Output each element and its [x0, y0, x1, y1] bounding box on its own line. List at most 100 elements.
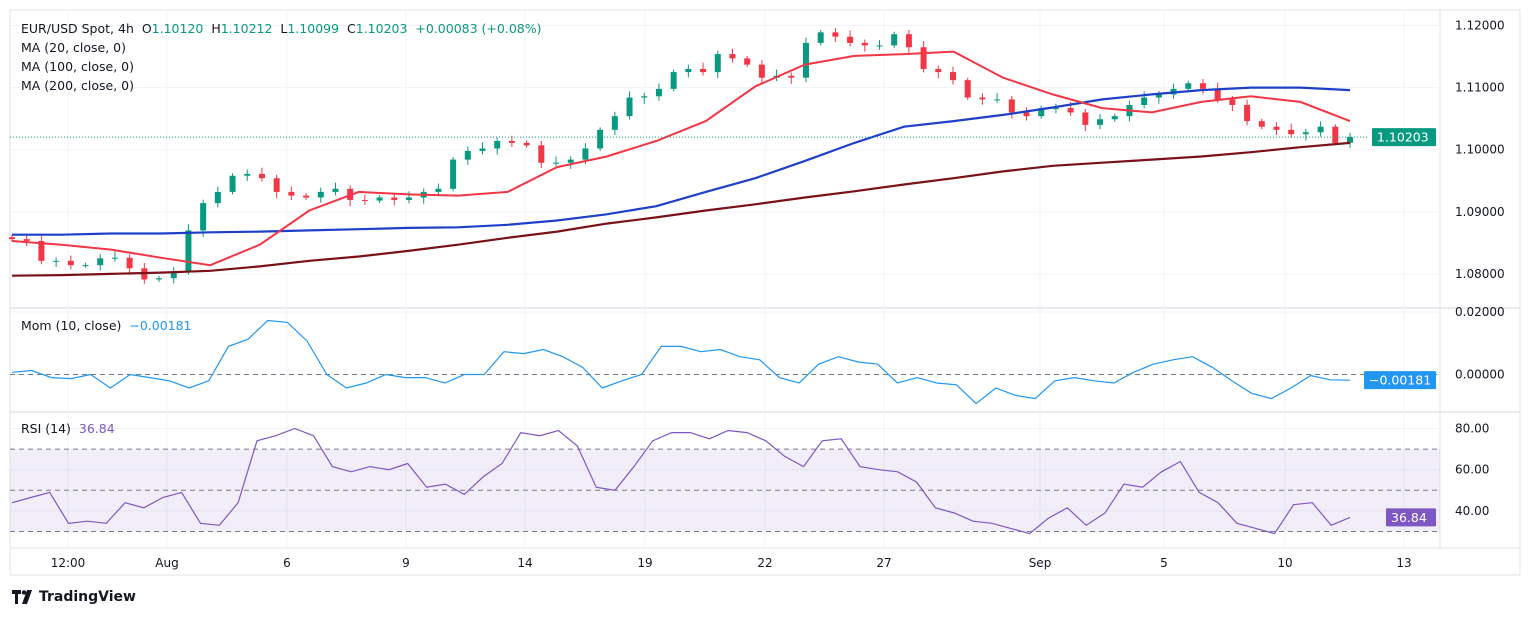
candle-body	[288, 191, 295, 196]
candle-body	[950, 72, 957, 81]
candle-body	[685, 68, 692, 73]
y-tick-label: 1.09000	[1455, 205, 1505, 219]
symbol-title: EUR/USD Spot, 4h	[21, 21, 134, 36]
candle-body	[1023, 112, 1030, 117]
ma200-legend[interactable]: MA (200, close, 0)	[21, 78, 134, 93]
candle-body	[479, 148, 486, 151]
candle-body	[38, 240, 45, 261]
x-tick-label: 10	[1277, 556, 1292, 570]
tradingview-logo[interactable]: TradingView	[12, 589, 136, 605]
candle-body	[1141, 97, 1148, 105]
candle-body	[97, 258, 104, 266]
candle-body	[817, 32, 824, 43]
x-tick-label: Sep	[1029, 556, 1052, 570]
candle-body	[979, 97, 986, 100]
ma100-legend[interactable]: MA (100, close, 0)	[21, 59, 134, 74]
candle-body	[214, 191, 221, 204]
low-value: 1.10099	[287, 21, 340, 36]
mom-title: Mom (10, close)	[21, 318, 122, 333]
candle-body	[553, 162, 560, 164]
candle-body	[847, 36, 854, 43]
x-tick-label: 9	[402, 556, 410, 570]
candle-body	[876, 45, 883, 47]
y-tick-label: 1.11000	[1455, 81, 1505, 95]
candle-body	[1288, 129, 1295, 135]
y-tick-label: 40.00	[1455, 504, 1489, 518]
candle-body	[597, 129, 604, 149]
candle-body	[832, 32, 839, 37]
candle-body	[450, 159, 457, 189]
candle-body	[729, 54, 736, 59]
candle-body	[920, 47, 927, 69]
candle-body	[1111, 116, 1118, 120]
tradingview-logo-icon	[12, 590, 32, 604]
ma200-line	[11, 141, 1351, 277]
y-tick-label: 60.00	[1455, 463, 1489, 477]
ma20-legend[interactable]: MA (20, close, 0)	[21, 40, 127, 55]
candle-body	[861, 42, 868, 46]
x-tick-label: 14	[517, 556, 532, 570]
y-tick-label: 1.12000	[1455, 19, 1505, 33]
candle-body	[1244, 104, 1251, 122]
candle-body	[626, 97, 633, 117]
candle-body	[655, 88, 662, 97]
candle-body	[1229, 99, 1236, 105]
y-tick-label: 0.00000	[1455, 368, 1505, 382]
candle-body	[273, 178, 280, 192]
last-price-label: 1.10203	[1377, 130, 1429, 145]
rsi-title: RSI (14)	[21, 421, 71, 436]
candle-body	[1273, 126, 1280, 130]
mom-value: −0.00181	[129, 318, 192, 333]
candle-body	[82, 265, 89, 267]
candle-body	[185, 230, 192, 272]
candle-body	[1258, 121, 1265, 127]
candle-body	[1317, 126, 1324, 133]
rsi-last-label: 36.84	[1391, 510, 1427, 525]
candle-body	[1332, 126, 1339, 143]
candle-body	[494, 140, 501, 149]
symbol-legend: EUR/USD Spot, 4h O1.10120 H1.10212 L1.10…	[21, 21, 541, 36]
x-tick-label: Aug	[155, 556, 178, 570]
rsi-value: 36.84	[78, 421, 115, 436]
candle-body	[200, 203, 207, 231]
candle-body	[126, 257, 133, 269]
candle-body	[332, 188, 339, 192]
ma100-line	[12, 86, 1351, 236]
candle-body	[1199, 83, 1206, 89]
candle-body	[670, 72, 677, 89]
open-label: O	[141, 21, 152, 36]
candle-body	[244, 173, 251, 176]
candle-body	[156, 278, 163, 280]
candle-body	[1052, 108, 1059, 110]
candle-body	[376, 197, 383, 201]
candle-body	[891, 34, 898, 46]
x-tick-label: 27	[876, 556, 891, 570]
low-label: L	[280, 21, 288, 36]
candle-body	[538, 145, 545, 163]
ma20-line	[11, 50, 1351, 267]
candle-body	[1038, 108, 1045, 117]
candle-body	[53, 260, 60, 262]
y-tick-label: 0.02000	[1455, 305, 1505, 319]
x-tick-label: 12:00	[51, 556, 86, 570]
candle-body	[508, 140, 515, 143]
candle-body	[1155, 94, 1162, 98]
candle-body	[994, 99, 1001, 101]
candle-body	[111, 257, 118, 259]
y-tick-label: 80.00	[1455, 421, 1489, 435]
candle-body	[641, 96, 648, 98]
candle-body	[758, 64, 765, 78]
candle-body	[229, 175, 236, 192]
close-value: 1.10203	[355, 21, 408, 36]
candle-body	[802, 42, 809, 78]
high-value: 1.10212	[220, 21, 273, 36]
rsi-legend[interactable]: RSI (14) 36.84	[21, 421, 115, 436]
rsi-last-label-bg	[1386, 508, 1436, 527]
candle-body	[361, 199, 368, 201]
x-tick-label: 22	[757, 556, 772, 570]
candle-body	[523, 142, 530, 146]
open-value: 1.10120	[151, 21, 204, 36]
x-tick-label: 6	[283, 556, 291, 570]
mom-legend[interactable]: Mom (10, close) −0.00181	[21, 318, 192, 333]
